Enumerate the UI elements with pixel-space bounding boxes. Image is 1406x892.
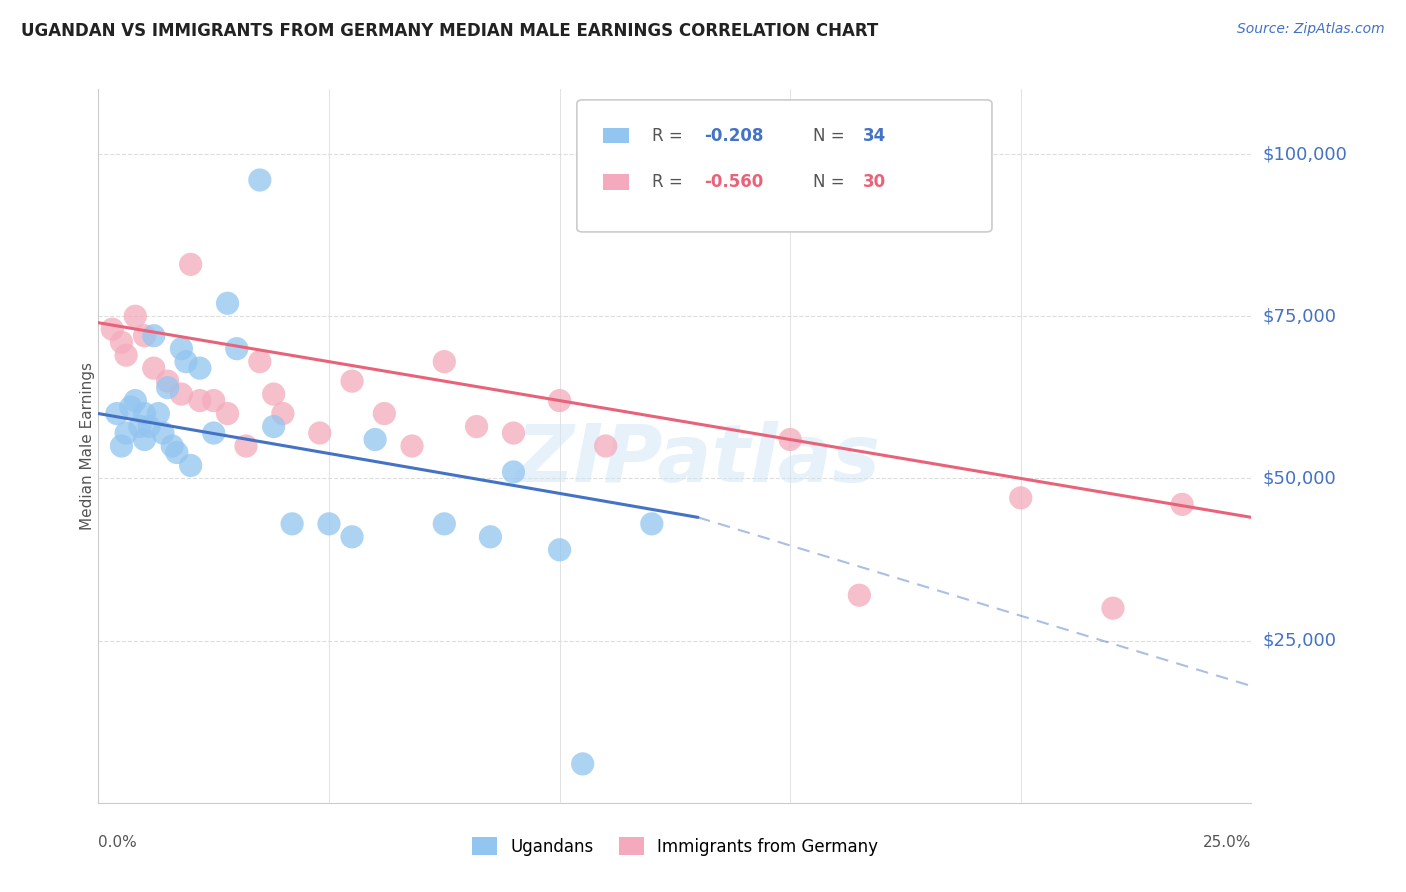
Point (263, 419, 285, 434)
Point (124, 393, 146, 408)
FancyBboxPatch shape (576, 100, 991, 232)
Text: UGANDAN VS IMMIGRANTS FROM GERMANY MEDIAN MALE EARNINGS CORRELATION CHART: UGANDAN VS IMMIGRANTS FROM GERMANY MEDIA… (21, 22, 879, 40)
Point (848, 588, 870, 602)
Point (340, 530, 363, 544)
Point (170, 387, 193, 401)
Point (340, 374, 363, 388)
Point (571, 756, 593, 771)
Point (465, 419, 488, 434)
Point (641, 516, 664, 531)
Point (401, 439, 423, 453)
Text: 25.0%: 25.0% (1204, 835, 1251, 850)
FancyBboxPatch shape (603, 174, 628, 190)
Point (595, 439, 617, 453)
Text: ZIPatlas: ZIPatlas (516, 421, 880, 500)
Point (249, 173, 271, 187)
Point (548, 542, 571, 557)
Text: 0.0%: 0.0% (98, 835, 138, 850)
Point (308, 425, 330, 440)
Point (1171, 497, 1194, 511)
Point (134, 407, 156, 421)
Point (142, 328, 165, 343)
Point (148, 407, 170, 421)
Point (364, 433, 387, 447)
Point (373, 407, 395, 421)
Point (115, 425, 138, 440)
Point (110, 335, 132, 350)
Y-axis label: Median Male Earnings: Median Male Earnings (80, 362, 94, 530)
Text: $75,000: $75,000 (1263, 307, 1337, 326)
Point (180, 458, 202, 473)
Point (249, 354, 271, 368)
Point (1102, 601, 1125, 615)
Point (502, 465, 524, 479)
Point (160, 439, 183, 453)
Text: $25,000: $25,000 (1263, 632, 1337, 649)
Point (101, 322, 124, 336)
Text: $50,000: $50,000 (1263, 469, 1337, 487)
Point (263, 387, 285, 401)
Point (120, 400, 142, 414)
Point (166, 445, 188, 459)
Text: 30: 30 (863, 173, 886, 191)
Point (115, 348, 138, 362)
Point (180, 257, 202, 271)
Point (502, 425, 524, 440)
Point (134, 328, 156, 343)
Point (124, 310, 146, 324)
Point (225, 342, 247, 356)
Point (433, 516, 456, 531)
Text: R =: R = (652, 127, 688, 145)
Point (174, 354, 197, 368)
Point (217, 407, 239, 421)
Point (779, 433, 801, 447)
Point (129, 419, 152, 434)
Point (152, 425, 174, 440)
Point (318, 516, 340, 531)
Text: -0.560: -0.560 (704, 173, 763, 191)
Point (188, 361, 211, 376)
Text: -0.208: -0.208 (704, 127, 763, 145)
Text: N =: N = (813, 127, 851, 145)
Point (202, 425, 225, 440)
Text: $100,000: $100,000 (1263, 145, 1348, 163)
Point (170, 342, 193, 356)
Text: Source: ZipAtlas.com: Source: ZipAtlas.com (1237, 22, 1385, 37)
Point (479, 530, 502, 544)
Point (548, 393, 571, 408)
Point (217, 296, 239, 310)
Point (110, 439, 132, 453)
Point (156, 381, 179, 395)
Point (1010, 491, 1032, 505)
Point (271, 407, 294, 421)
Point (142, 361, 165, 376)
Text: 34: 34 (863, 127, 886, 145)
Text: R =: R = (652, 173, 688, 191)
Point (188, 393, 211, 408)
Point (202, 393, 225, 408)
Point (138, 419, 160, 434)
FancyBboxPatch shape (603, 128, 628, 144)
Point (433, 354, 456, 368)
Point (281, 516, 304, 531)
Point (134, 433, 156, 447)
Point (105, 407, 128, 421)
Point (235, 439, 257, 453)
Legend: Ugandans, Immigrants from Germany: Ugandans, Immigrants from Germany (465, 830, 884, 863)
Text: N =: N = (813, 173, 851, 191)
Point (156, 374, 179, 388)
